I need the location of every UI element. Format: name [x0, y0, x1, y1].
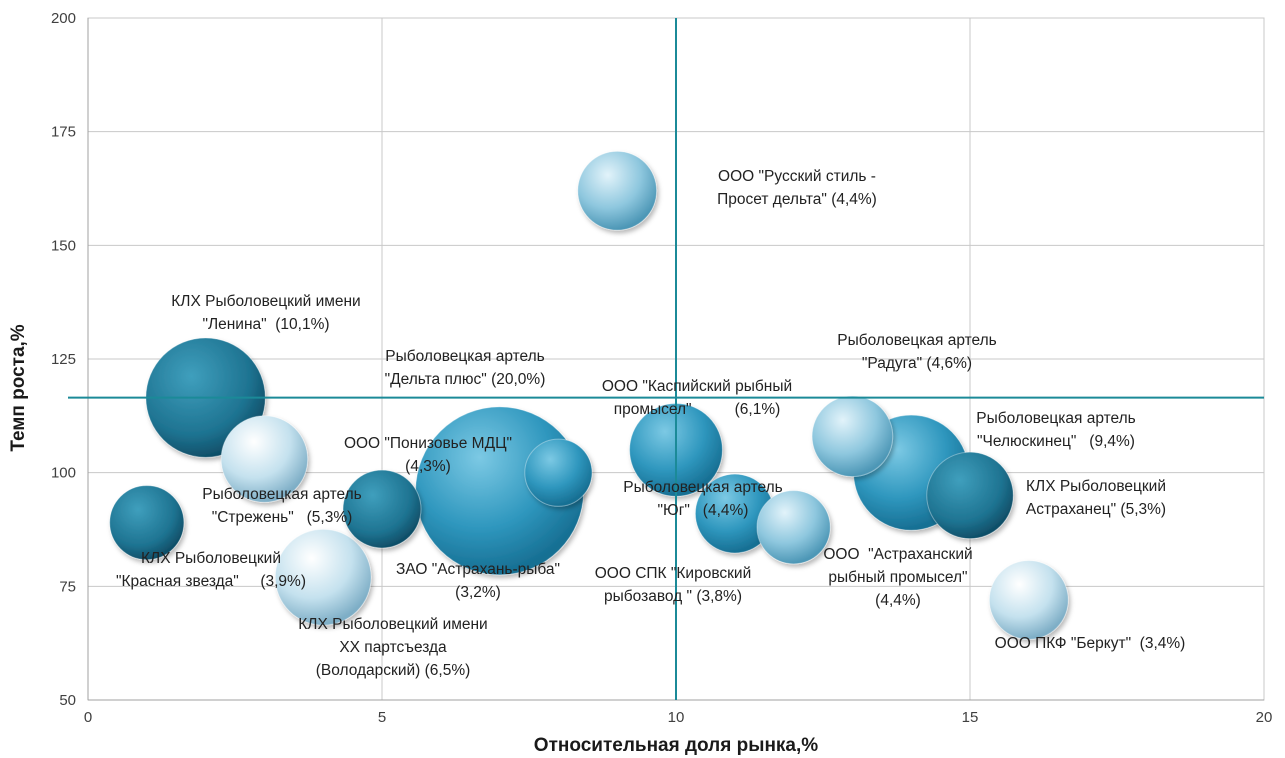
x-tick-label: 15 [962, 709, 979, 726]
bubble-label: ООО "Русский стиль -Просет дельта" (4,4%… [717, 168, 877, 208]
y-tick-label: 50 [59, 692, 76, 709]
bubble-point [811, 395, 894, 478]
bubble-label: ЗАО "Астрахань-рыба" (3,2%) [396, 561, 560, 601]
bubble-point [577, 150, 658, 231]
y-tick-label: 100 [51, 465, 76, 482]
bubble-label: ООО "Понизовье МДЦ" (4,3%) [344, 435, 512, 475]
bubble-label: Рыболовецкая артель "Дельта плюс" (20,0%) [385, 348, 546, 388]
y-tick-label: 150 [51, 237, 76, 254]
bubble-label: КЛХ Рыболовецкий "Красная звезда" (3,9%) [116, 550, 306, 590]
bubble-label: ООО "Каспийский рыбный промысел" (6,1%) [602, 378, 792, 418]
y-tick-label: 200 [51, 10, 76, 27]
bubble-point [756, 490, 831, 565]
bubble-label: КЛХ Рыболовецкий имени "Ленина" (10,1%) [171, 293, 360, 333]
x-axis-title: Относительная доля рынка,% [534, 735, 818, 756]
y-axis-title: Темп роста,% [8, 324, 29, 451]
bubble-point [926, 451, 1014, 540]
x-tick-label: 10 [668, 709, 685, 726]
bubble-label: ООО СПК "Кировский рыбозавод " (3,8%) [595, 565, 751, 605]
x-tick-label: 5 [378, 709, 386, 726]
bubble-point [220, 415, 309, 503]
bubble-point [988, 560, 1069, 640]
y-tick-label: 175 [51, 124, 76, 141]
bubble-label: КЛХ Рыболовецкий имени XX партсъезда (Воло… [298, 616, 487, 679]
x-tick-label: 20 [1256, 709, 1273, 726]
x-tick-label: 0 [84, 709, 92, 726]
bubble-point [274, 528, 372, 626]
axis-ticks: 0 5 10 15 20 50 75 100 125 150 175 200 [51, 10, 1272, 726]
bubble-label: ООО ПКФ "Беркут" (3,4%) [995, 635, 1186, 652]
bubble-labels: КЛХ Рыболовецкий имени "Ленина" (10,1%) Ры… [116, 168, 1185, 679]
bubble-label: КЛХ Рыболовецкий Астраханец" (5,3%) [1026, 478, 1166, 518]
bubble-point [524, 438, 593, 507]
bubble-label: Рыболовецкая артель "Юг" (4,4%) [623, 479, 783, 519]
free-label: ООО "Астраханский рыбный промысел" (4,4%) [823, 546, 972, 609]
bubble-label: Рыболовецкая артель "Челюскинец" (9,4%) [976, 410, 1136, 450]
reference-lines [68, 18, 1264, 700]
bubble-label: Рыболовецкая артель "Стрежень" (5,3%) [202, 486, 362, 526]
y-tick-label: 125 [51, 351, 76, 368]
bubble-point [342, 469, 422, 549]
y-tick-label: 75 [59, 578, 76, 595]
bubble-label: Рыболовецкая артель "Радуга" (4,6%) [837, 332, 997, 372]
bubble-point [109, 485, 185, 561]
